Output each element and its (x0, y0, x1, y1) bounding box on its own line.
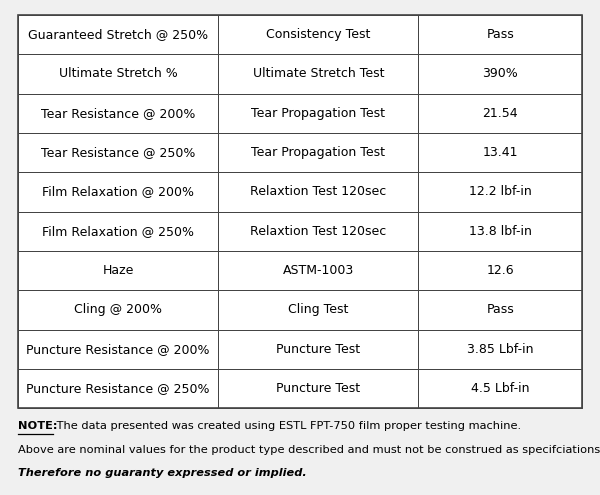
Bar (18, 15, 218, 54)
Bar (18, 54, 218, 94)
Bar (418, 15, 582, 54)
Bar (418, 369, 582, 408)
Bar (18, 330, 218, 369)
Bar (418, 15, 582, 54)
Text: Above are nominal values for the product type described and must not be construe: Above are nominal values for the product… (18, 445, 600, 454)
Bar (18, 369, 218, 408)
Bar (18, 290, 218, 330)
Text: 13.41: 13.41 (482, 146, 518, 159)
Bar (18, 133, 218, 172)
Bar (418, 94, 582, 133)
Bar (218, 369, 418, 408)
Bar (18, 15, 218, 54)
Bar (218, 172, 418, 212)
Text: Cling Test: Cling Test (288, 303, 349, 316)
Bar (218, 15, 418, 54)
Bar (218, 290, 418, 330)
Text: Tear Propagation Test: Tear Propagation Test (251, 146, 385, 159)
Text: Consistency Test: Consistency Test (266, 28, 371, 41)
Bar (218, 94, 418, 133)
Bar (18, 251, 218, 290)
Bar (418, 290, 582, 330)
Text: Puncture Resistance @ 250%: Puncture Resistance @ 250% (26, 382, 210, 395)
Bar (18, 212, 218, 251)
Bar (18, 172, 218, 212)
Bar (218, 212, 418, 251)
Bar (18, 94, 218, 133)
Bar (218, 330, 418, 369)
Bar (18, 133, 218, 172)
Bar (218, 94, 418, 133)
Bar (218, 133, 418, 172)
Text: Haze: Haze (103, 264, 134, 277)
Bar (418, 330, 582, 369)
Bar (218, 330, 418, 369)
Bar (218, 15, 418, 54)
Bar (418, 172, 582, 212)
Bar (218, 212, 418, 251)
Text: Film Relaxation @ 200%: Film Relaxation @ 200% (42, 186, 194, 198)
Text: 13.8 lbf-in: 13.8 lbf-in (469, 225, 532, 238)
Text: Tear Resistance @ 200%: Tear Resistance @ 200% (41, 107, 195, 120)
Bar (218, 172, 418, 212)
Bar (418, 330, 582, 369)
Bar (18, 369, 218, 408)
Bar (18, 15, 582, 408)
Text: Puncture Resistance @ 200%: Puncture Resistance @ 200% (26, 343, 210, 356)
Bar (218, 133, 418, 172)
Bar (418, 251, 582, 290)
Bar (418, 290, 582, 330)
Bar (418, 94, 582, 133)
Text: 12.6: 12.6 (487, 264, 514, 277)
Bar (18, 94, 218, 133)
Bar (418, 369, 582, 408)
Bar (418, 54, 582, 94)
Bar (418, 251, 582, 290)
Bar (418, 133, 582, 172)
Text: 4.5 Lbf-in: 4.5 Lbf-in (471, 382, 529, 395)
Bar (218, 290, 418, 330)
Text: Cling @ 200%: Cling @ 200% (74, 303, 162, 316)
Text: Pass: Pass (487, 28, 514, 41)
Bar (418, 212, 582, 251)
Text: Puncture Test: Puncture Test (276, 343, 361, 356)
Text: Tear Resistance @ 250%: Tear Resistance @ 250% (41, 146, 195, 159)
Bar (18, 290, 218, 330)
Text: Therefore no guaranty expressed or implied.: Therefore no guaranty expressed or impli… (18, 468, 307, 478)
Bar (218, 369, 418, 408)
Text: Puncture Test: Puncture Test (276, 382, 361, 395)
Text: ASTM-1003: ASTM-1003 (283, 264, 354, 277)
Text: 21.54: 21.54 (482, 107, 518, 120)
Text: 12.2 lbf-in: 12.2 lbf-in (469, 186, 532, 198)
Bar (18, 54, 218, 94)
Bar (418, 54, 582, 94)
Text: Relaxtion Test 120sec: Relaxtion Test 120sec (250, 186, 386, 198)
Text: Ultimate Stretch Test: Ultimate Stretch Test (253, 67, 384, 80)
Text: Guaranteed Stretch @ 250%: Guaranteed Stretch @ 250% (28, 28, 208, 41)
Bar (18, 212, 218, 251)
Bar (18, 172, 218, 212)
Bar (418, 133, 582, 172)
Bar (18, 330, 218, 369)
Text: The data presented was created using ESTL FPT-750 film proper testing machine.: The data presented was created using EST… (53, 421, 521, 431)
Bar (218, 251, 418, 290)
Text: Pass: Pass (487, 303, 514, 316)
Text: 390%: 390% (482, 67, 518, 80)
Bar (218, 54, 418, 94)
Text: Tear Propagation Test: Tear Propagation Test (251, 107, 385, 120)
Text: NOTE:: NOTE: (18, 421, 58, 431)
Text: Relaxtion Test 120sec: Relaxtion Test 120sec (250, 225, 386, 238)
Bar (218, 251, 418, 290)
Bar (418, 212, 582, 251)
Bar (418, 172, 582, 212)
Text: Ultimate Stretch %: Ultimate Stretch % (59, 67, 178, 80)
Text: Film Relaxation @ 250%: Film Relaxation @ 250% (42, 225, 194, 238)
Bar (18, 251, 218, 290)
Text: 3.85 Lbf-in: 3.85 Lbf-in (467, 343, 533, 356)
Bar (218, 54, 418, 94)
